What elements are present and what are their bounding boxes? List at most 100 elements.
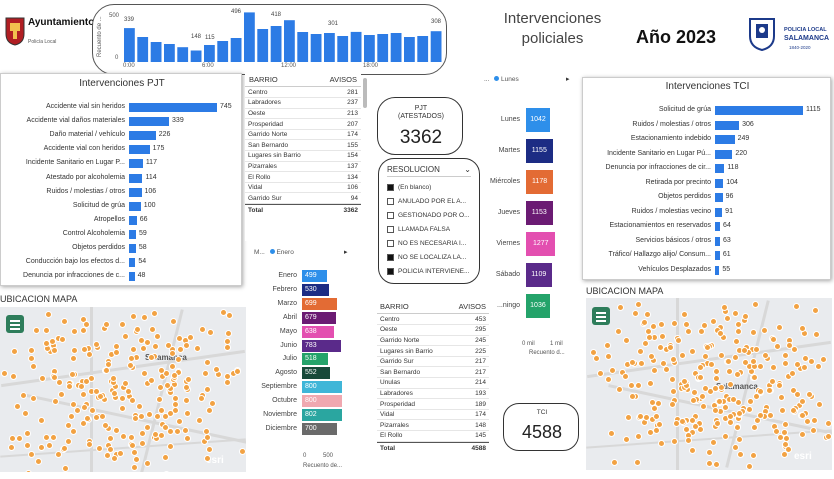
days-chart[interactable]: Lunes 1042 Martes 1155 Miércoles 1178 Jueves 11… <box>484 108 580 328</box>
table-row[interactable]: Lugares sin Barrio 154 <box>245 150 361 162</box>
map-point[interactable] <box>785 341 793 349</box>
map-point[interactable] <box>224 338 232 346</box>
map-point[interactable] <box>814 363 822 371</box>
map-point[interactable] <box>219 309 227 317</box>
resolucion-option[interactable]: ANULADO POR EL A... <box>387 195 471 209</box>
pjt-card[interactable]: PJT (ATESTADOS) 3362 <box>377 97 463 155</box>
map-point[interactable] <box>61 464 69 472</box>
map-point[interactable] <box>105 361 113 369</box>
map-point[interactable] <box>798 430 806 438</box>
map-point[interactable] <box>762 351 770 359</box>
map-point[interactable] <box>765 387 773 394</box>
map-point[interactable] <box>186 333 194 341</box>
map-point[interactable] <box>643 413 651 421</box>
map-point[interactable] <box>735 435 743 443</box>
map-point[interactable] <box>657 439 665 447</box>
barrio1-scrollbar[interactable] <box>363 78 367 108</box>
map-point[interactable] <box>43 433 51 441</box>
map-point[interactable] <box>183 435 191 443</box>
map-point[interactable] <box>118 404 126 412</box>
map-point[interactable] <box>697 328 705 335</box>
map-point[interactable] <box>166 442 174 450</box>
tci-row[interactable]: Objetos perdidos 96 <box>583 191 832 204</box>
tci-bar[interactable] <box>715 120 740 130</box>
pjt-row[interactable]: Accidente vial con heridos 175 <box>1 143 243 156</box>
map-point[interactable] <box>793 391 801 399</box>
day-bar[interactable]: 1155 <box>526 139 553 163</box>
tci-row[interactable]: Estacionamientos en reservados 64 <box>583 220 832 233</box>
map-point[interactable] <box>706 448 713 456</box>
barrio1-col-name[interactable]: BARRIO <box>249 75 278 84</box>
map-point[interactable] <box>117 449 125 457</box>
map-point[interactable] <box>33 326 41 334</box>
map-point[interactable] <box>69 428 77 435</box>
days-legend[interactable]: ... Lunes <box>484 76 519 83</box>
map-point[interactable] <box>789 370 796 378</box>
map-point[interactable] <box>30 394 38 402</box>
map-point[interactable] <box>703 344 711 352</box>
map-point[interactable] <box>154 333 162 340</box>
map-point[interactable] <box>629 359 636 367</box>
map-point[interactable] <box>741 346 749 354</box>
map-point[interactable] <box>717 384 725 391</box>
table-row[interactable]: Garrido Sur 94 <box>245 192 361 205</box>
months-chart[interactable]: Enero 499 Febrero 530 Marzo 699 Abril 679 Mayo 63… <box>244 270 368 450</box>
map-point[interactable] <box>652 427 660 435</box>
pjt-row[interactable]: Conducción bajo los efectos d... 54 <box>1 256 243 269</box>
map-point[interactable] <box>57 390 65 398</box>
tci-row[interactable]: Denuncia por infracciones de cir... 118 <box>583 162 832 175</box>
map-point[interactable] <box>776 382 784 390</box>
map-point[interactable] <box>723 314 731 322</box>
map-point[interactable] <box>125 388 133 396</box>
month-bar[interactable]: 700 <box>302 422 337 435</box>
table-row[interactable]: Unulas 214 <box>377 377 489 389</box>
map-point[interactable] <box>196 417 204 425</box>
checkbox[interactable] <box>387 211 394 219</box>
map-point[interactable] <box>666 344 674 352</box>
month-bar[interactable]: 530 <box>302 283 329 296</box>
map-point[interactable] <box>16 435 24 442</box>
map-point[interactable] <box>204 433 212 441</box>
resolucion-option[interactable]: GESTIONADO POR O... <box>387 209 471 223</box>
map-point[interactable] <box>118 321 126 329</box>
map-point[interactable] <box>749 329 757 337</box>
map-point[interactable] <box>28 355 36 363</box>
map-point[interactable] <box>54 450 62 458</box>
pjt-row[interactable]: Atestado por alcoholemia 114 <box>1 172 243 185</box>
map-point[interactable] <box>10 347 18 355</box>
map-point[interactable] <box>130 464 138 472</box>
map-point[interactable] <box>637 360 645 368</box>
hour-bar[interactable] <box>390 33 402 62</box>
map-point[interactable] <box>27 347 35 355</box>
map-point[interactable] <box>685 328 693 336</box>
map-point[interactable] <box>133 325 141 333</box>
map-point[interactable] <box>138 430 146 438</box>
table-row[interactable]: Oeste 213 <box>245 108 361 120</box>
map-point[interactable] <box>716 398 724 405</box>
map-point[interactable] <box>156 395 164 403</box>
month-bar[interactable]: 699 <box>302 297 337 310</box>
map-point[interactable] <box>69 370 77 378</box>
tci-bar[interactable] <box>715 222 721 231</box>
map-point[interactable] <box>604 376 612 384</box>
map-point[interactable] <box>70 354 78 362</box>
map-point[interactable] <box>95 444 103 452</box>
map-point[interactable] <box>712 374 720 382</box>
map-point[interactable] <box>731 310 739 318</box>
map-point[interactable] <box>713 460 721 468</box>
map-point[interactable] <box>49 433 57 441</box>
map-point[interactable] <box>700 402 708 410</box>
map-point[interactable] <box>92 387 100 395</box>
map-point[interactable] <box>670 320 678 328</box>
map-point[interactable] <box>806 391 814 399</box>
hour-bar[interactable] <box>257 29 269 62</box>
checkbox[interactable] <box>387 225 394 233</box>
map-point[interactable] <box>671 438 678 445</box>
pjt-row[interactable]: Objetos perdidos 58 <box>1 242 243 255</box>
map-point[interactable] <box>183 384 191 392</box>
hour-bar[interactable] <box>204 45 215 62</box>
tci-row[interactable]: Servicios básicos / otros 63 <box>583 235 832 248</box>
checkbox[interactable] <box>387 183 394 191</box>
map-point[interactable] <box>152 342 160 350</box>
map-point[interactable] <box>679 417 687 425</box>
